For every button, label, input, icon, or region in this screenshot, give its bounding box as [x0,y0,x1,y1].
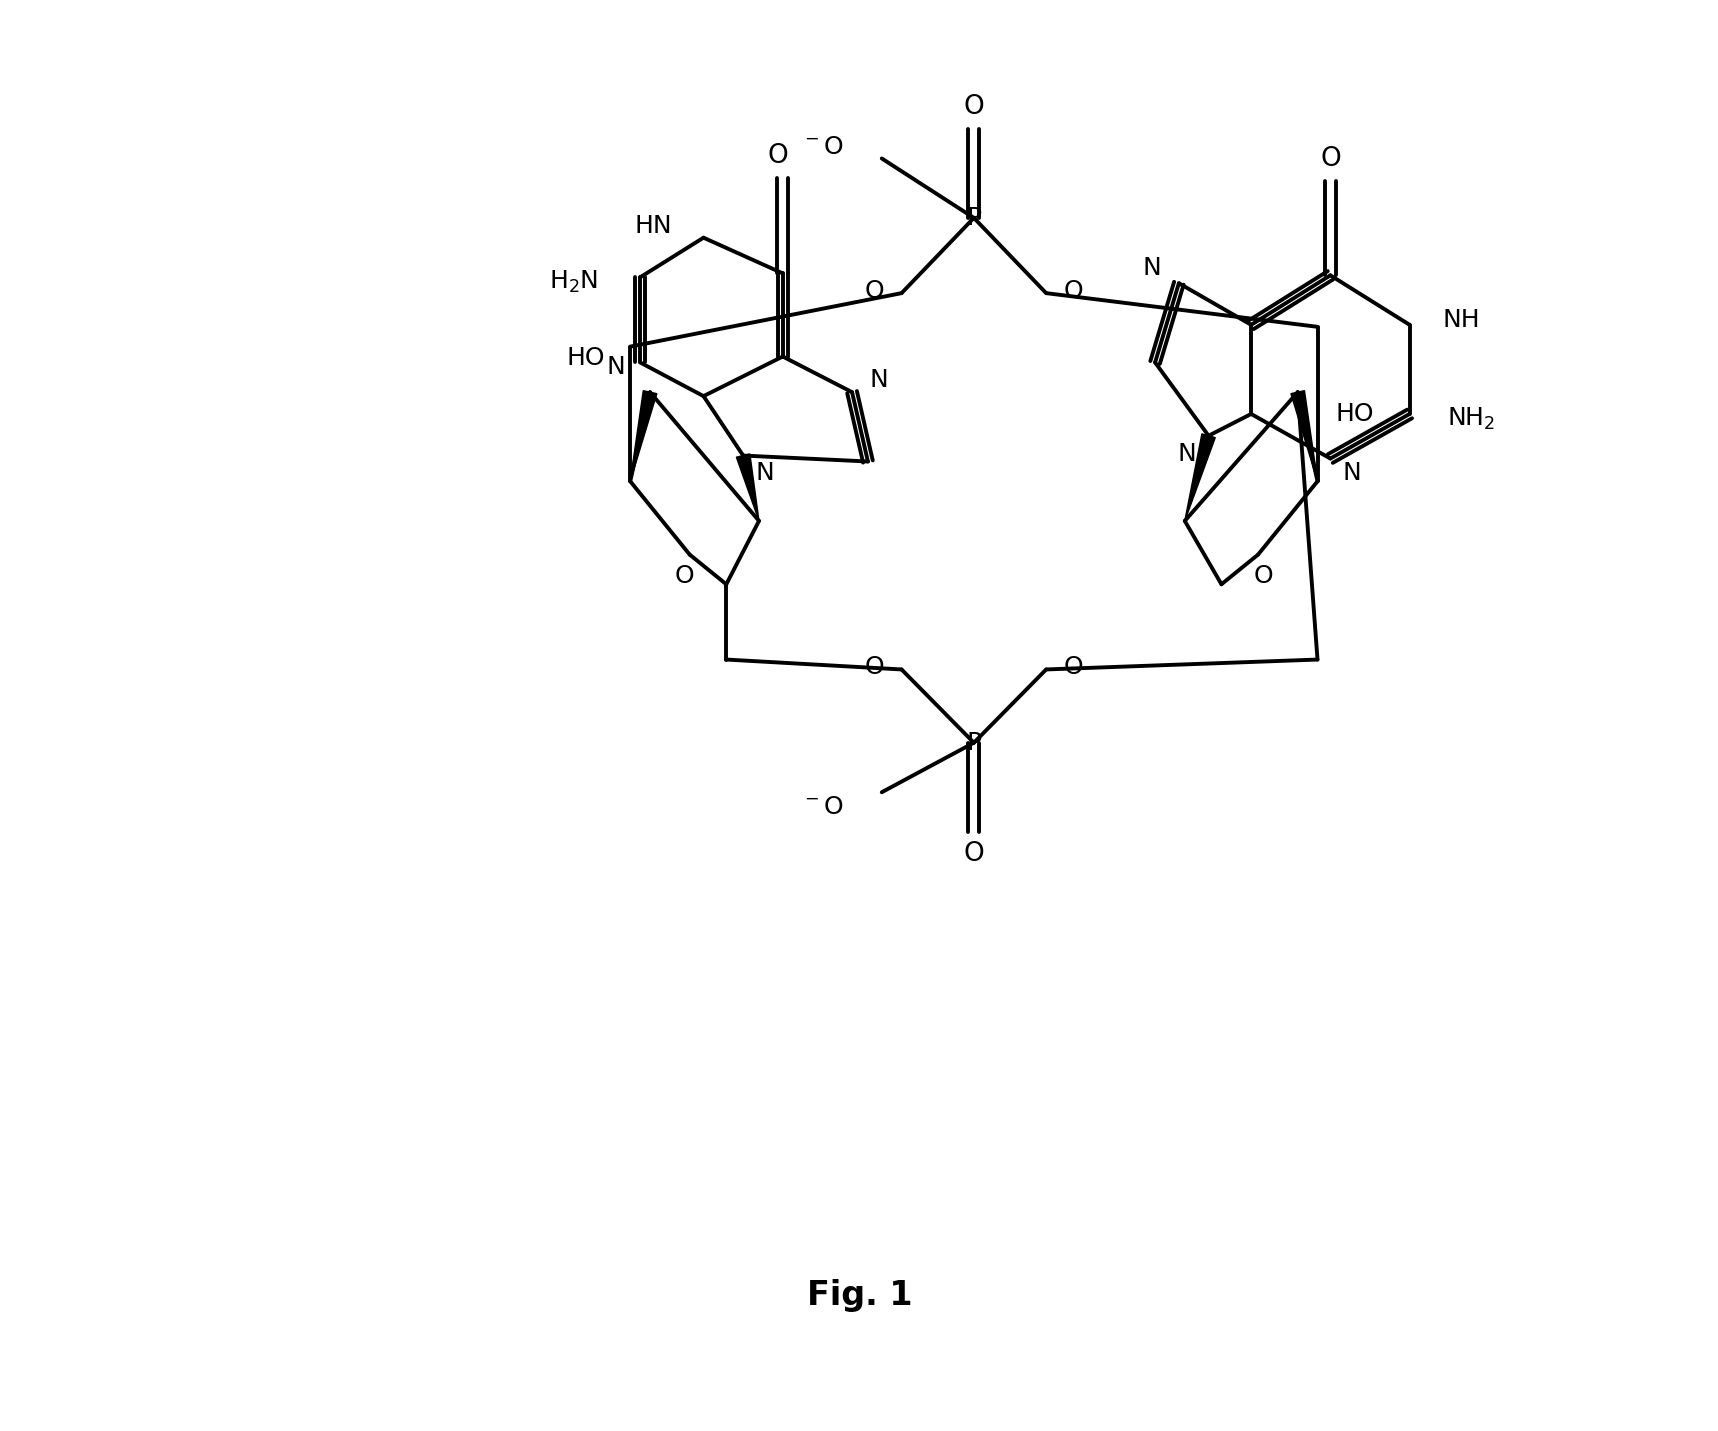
Text: N: N [869,368,888,392]
Polygon shape [1290,391,1318,481]
Text: H$_2$N: H$_2$N [550,269,598,295]
Text: N: N [606,355,625,379]
Text: $^-$O: $^-$O [802,796,844,819]
Text: O: O [1063,655,1084,680]
Text: NH$_2$: NH$_2$ [1447,406,1495,432]
Text: O: O [768,143,789,169]
Text: HO: HO [1335,402,1374,426]
Text: O: O [964,94,984,120]
Text: N: N [754,461,773,485]
Text: O: O [1252,564,1273,588]
Text: HN: HN [634,213,672,238]
Text: Fig. 1: Fig. 1 [807,1279,912,1312]
Text: P: P [966,731,981,754]
Text: HO: HO [567,345,605,369]
Polygon shape [631,391,656,481]
Text: NH: NH [1443,308,1479,332]
Text: O: O [1319,146,1340,173]
Text: O: O [675,564,694,588]
Text: O: O [1063,279,1084,303]
Text: N: N [1342,461,1361,485]
Text: O: O [864,279,883,303]
Text: P: P [966,206,981,230]
Polygon shape [1185,434,1215,521]
Text: N: N [1179,442,1197,465]
Text: $^-$O: $^-$O [802,135,844,159]
Text: O: O [964,840,984,867]
Text: N: N [1142,256,1161,280]
Polygon shape [737,454,759,521]
Text: O: O [864,655,883,680]
